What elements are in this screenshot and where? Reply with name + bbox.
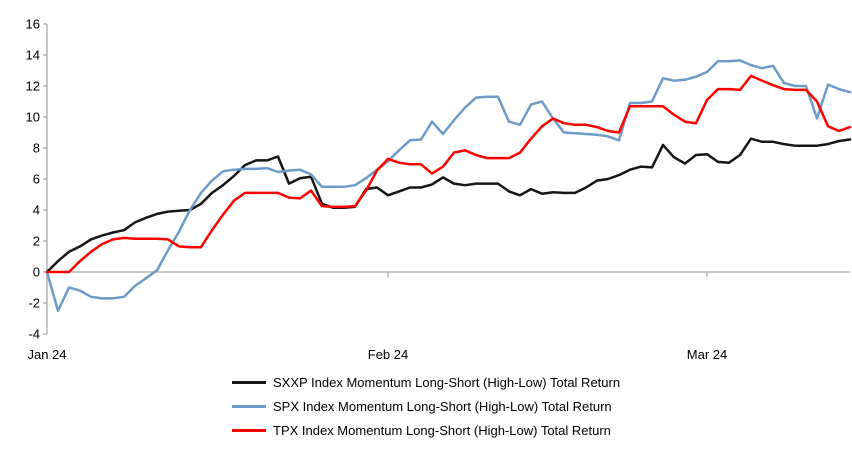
plot-area: 16 14 12 10 8 6 4 2 0 -2 -4 Jan 24 Feb 24 Mar 24	[26, 17, 852, 362]
legend-row-sxxp: SXXP Index Momentum Long-Short (High-Low…	[232, 370, 620, 394]
y-axis-tick-label: -2	[28, 296, 40, 311]
legend-row-tpx: TPX Index Momentum Long-Short (High-Low)…	[232, 418, 620, 442]
y-axis-tick-label: 4	[33, 203, 40, 218]
x-axis-label: Mar 24	[687, 347, 727, 362]
y-axis-tick-label: 2	[33, 234, 40, 249]
y-axis-tick-label: 12	[26, 79, 40, 94]
legend-line-marker-sxxp	[232, 380, 266, 384]
y-axis-tick-label: 8	[33, 141, 40, 156]
legend-line-marker-tpx	[232, 428, 266, 432]
y-axis-tick-label: 14	[26, 48, 40, 63]
x-axis-label: Jan 24	[27, 347, 66, 362]
series-line-tpx	[45, 74, 852, 274]
legend: SXXP Index Momentum Long-Short (High-Low…	[232, 370, 620, 442]
y-axis-tick-label: 10	[26, 110, 40, 125]
series-line-sxxp	[45, 137, 852, 274]
legend-label-spx: SPX Index Momentum Long-Short (High-Low)…	[273, 398, 612, 414]
y-axis-tick-label: 6	[33, 172, 40, 187]
legend-line-marker-spx	[232, 404, 266, 408]
x-axis-label: Feb 24	[368, 347, 408, 362]
legend-label-sxxp: SXXP Index Momentum Long-Short (High-Low…	[273, 374, 621, 390]
legend-label-tpx: TPX Index Momentum Long-Short (High-Low)…	[273, 422, 611, 438]
y-axis-tick-label: 0	[33, 265, 40, 280]
y-axis-tick-label: -4	[28, 327, 40, 342]
y-axis-tick-label: 16	[26, 17, 40, 32]
legend-row-spx: SPX Index Momentum Long-Short (High-Low)…	[232, 394, 620, 418]
series-line-spx	[45, 59, 852, 313]
